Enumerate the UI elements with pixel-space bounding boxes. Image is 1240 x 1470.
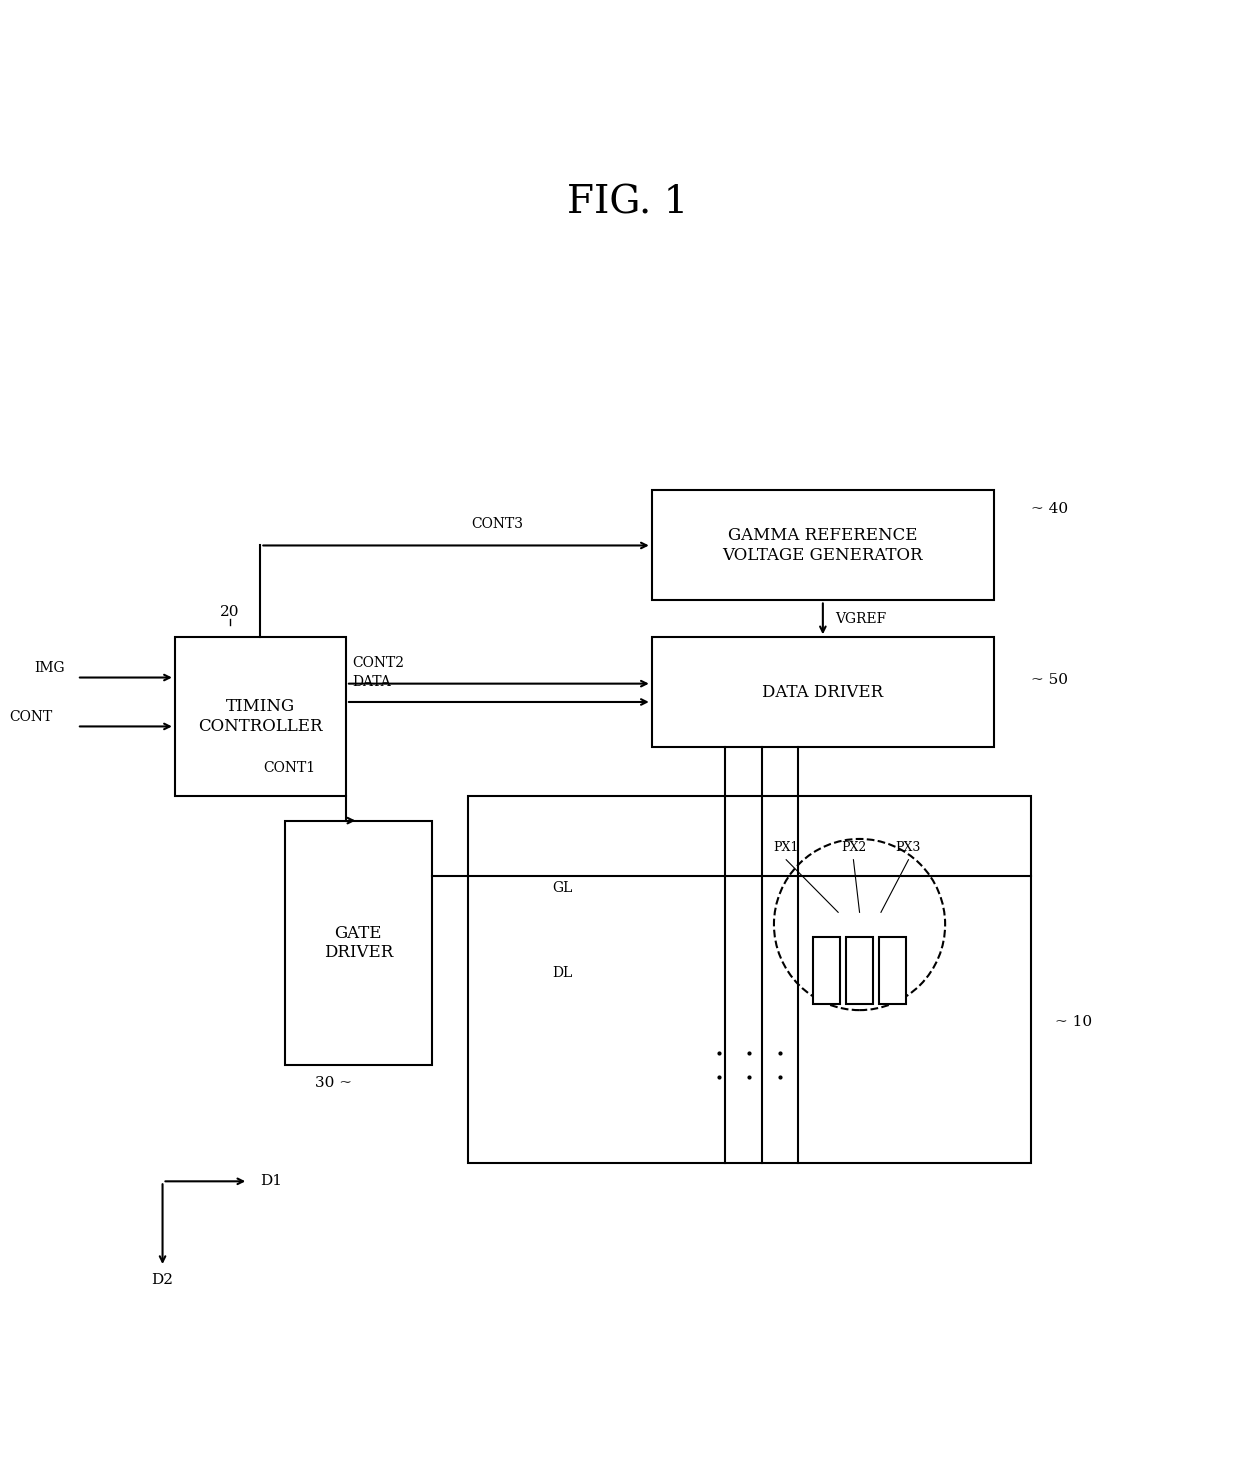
Bar: [846, 936, 873, 1004]
Text: ~ 40: ~ 40: [1030, 501, 1068, 516]
Text: CONT3: CONT3: [471, 517, 523, 531]
Text: CONT1: CONT1: [263, 761, 315, 775]
Bar: [652, 491, 994, 600]
Text: 30 ~: 30 ~: [315, 1076, 352, 1091]
Text: FIG. 1: FIG. 1: [567, 185, 688, 222]
Text: GAMMA REFERENCE
VOLTAGE GENERATOR: GAMMA REFERENCE VOLTAGE GENERATOR: [723, 528, 923, 564]
Text: DATA DRIVER: DATA DRIVER: [763, 684, 883, 701]
Bar: [175, 637, 346, 797]
Text: PX3: PX3: [895, 841, 921, 854]
Text: CONT: CONT: [9, 710, 52, 723]
Text: IMG: IMG: [33, 660, 64, 675]
Text: PX1: PX1: [774, 841, 799, 854]
Text: 20: 20: [219, 604, 239, 619]
Bar: [879, 936, 906, 1004]
Bar: [285, 820, 432, 1066]
Text: VGREF: VGREF: [835, 612, 887, 626]
Text: CONT2: CONT2: [352, 656, 404, 670]
Text: DATA: DATA: [352, 675, 391, 688]
Text: D1: D1: [260, 1175, 283, 1188]
Text: DL: DL: [552, 966, 572, 980]
Circle shape: [774, 839, 945, 1010]
Bar: [652, 637, 994, 747]
Text: PX2: PX2: [841, 841, 866, 854]
Text: ~ 10: ~ 10: [1055, 1016, 1092, 1029]
Bar: [813, 936, 839, 1004]
Text: GL: GL: [552, 881, 572, 895]
Bar: [469, 797, 1030, 1163]
Text: D2: D2: [151, 1273, 174, 1288]
Text: TIMING
CONTROLLER: TIMING CONTROLLER: [198, 698, 322, 735]
Text: GATE
DRIVER: GATE DRIVER: [324, 925, 393, 961]
Text: ~ 50: ~ 50: [1030, 673, 1068, 686]
